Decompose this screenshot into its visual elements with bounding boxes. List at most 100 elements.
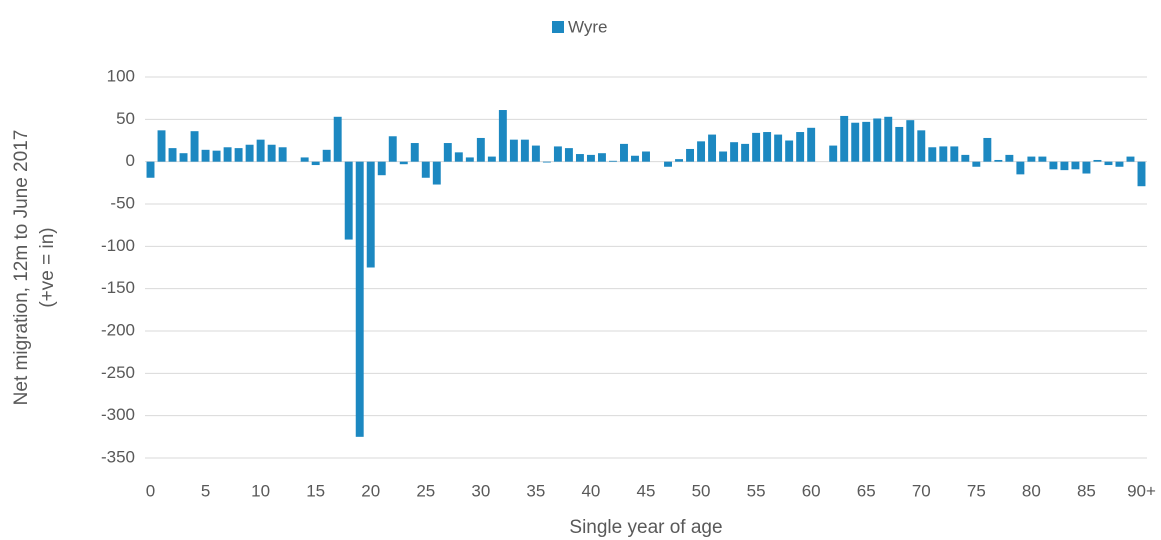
x-tick-label: 85 bbox=[1077, 481, 1096, 500]
x-tick-label: 80 bbox=[1022, 481, 1041, 500]
x-tick-label: 15 bbox=[306, 481, 325, 500]
y-tick-label: -350 bbox=[101, 447, 135, 466]
bar bbox=[1071, 161, 1080, 170]
bar bbox=[212, 150, 221, 162]
bar bbox=[620, 143, 628, 162]
x-tick-label: 0 bbox=[146, 481, 155, 500]
bar bbox=[1049, 161, 1058, 170]
bar bbox=[366, 161, 375, 268]
bar bbox=[487, 156, 496, 162]
bar bbox=[267, 144, 276, 162]
bar bbox=[972, 161, 981, 167]
bar bbox=[796, 132, 805, 162]
bar bbox=[146, 161, 155, 178]
bar bbox=[829, 145, 838, 162]
bar bbox=[642, 151, 650, 162]
bar bbox=[763, 132, 772, 162]
bar bbox=[520, 139, 529, 162]
y-axis-title: Net migration, 12m to June 2017 bbox=[11, 130, 32, 406]
bar bbox=[597, 153, 606, 162]
x-tick-label: 40 bbox=[581, 481, 600, 500]
legend-swatch bbox=[552, 21, 564, 33]
x-axis-title: Single year of age bbox=[569, 517, 722, 538]
bar bbox=[300, 157, 309, 162]
bar bbox=[983, 137, 992, 162]
bar bbox=[1060, 161, 1069, 171]
bar bbox=[719, 151, 728, 162]
bar bbox=[465, 157, 474, 162]
bar bbox=[1137, 161, 1146, 187]
bar bbox=[399, 161, 408, 165]
bar bbox=[708, 134, 717, 162]
bar bbox=[575, 154, 584, 162]
x-tick-label: 25 bbox=[416, 481, 435, 500]
bar bbox=[686, 148, 695, 162]
bar bbox=[1016, 161, 1025, 175]
bar bbox=[410, 143, 419, 162]
bar bbox=[1126, 156, 1135, 162]
x-tick-label: 5 bbox=[201, 481, 210, 500]
bar bbox=[884, 116, 893, 162]
bar bbox=[785, 140, 794, 162]
x-tick-label: 10 bbox=[251, 481, 270, 500]
bar bbox=[950, 146, 959, 162]
y-tick-label: 100 bbox=[107, 66, 135, 85]
x-tick-label: 75 bbox=[967, 481, 986, 500]
bar bbox=[961, 154, 970, 162]
x-tick-label: 45 bbox=[637, 481, 656, 500]
y-tick-label: -250 bbox=[101, 363, 135, 382]
bar bbox=[994, 159, 1003, 162]
bar bbox=[234, 148, 243, 162]
bar bbox=[476, 137, 485, 162]
bar bbox=[278, 147, 287, 162]
y-axis-title: (+ve = in) bbox=[37, 227, 58, 307]
bar bbox=[741, 143, 750, 162]
bar bbox=[245, 144, 254, 162]
x-tick-label: 90+ bbox=[1127, 481, 1156, 500]
x-tick-label: 65 bbox=[857, 481, 876, 500]
bar bbox=[432, 161, 441, 185]
y-tick-label: 50 bbox=[116, 109, 135, 128]
bar bbox=[454, 152, 463, 162]
bar bbox=[851, 122, 860, 162]
y-tick-label: -50 bbox=[110, 193, 135, 212]
bar bbox=[157, 130, 166, 162]
y-tick-label: -150 bbox=[101, 278, 135, 297]
bar bbox=[1082, 161, 1091, 174]
bar bbox=[774, 134, 783, 162]
bar bbox=[906, 120, 915, 162]
bar bbox=[1038, 156, 1047, 162]
bar bbox=[631, 155, 639, 162]
bar bbox=[1104, 161, 1113, 166]
bar bbox=[1093, 159, 1102, 162]
x-tick-label: 60 bbox=[802, 481, 821, 500]
bar bbox=[256, 139, 265, 162]
bar bbox=[542, 161, 551, 163]
bar bbox=[553, 146, 562, 162]
y-tick-label: 0 bbox=[126, 151, 135, 170]
bar bbox=[1005, 154, 1014, 162]
x-tick-label: 50 bbox=[692, 481, 711, 500]
x-tick-label: 35 bbox=[526, 481, 545, 500]
bar bbox=[840, 115, 849, 162]
bar bbox=[928, 147, 937, 162]
bar bbox=[1115, 161, 1124, 167]
x-tick-label: 30 bbox=[471, 481, 490, 500]
y-tick-label: -200 bbox=[101, 320, 135, 339]
bar bbox=[609, 160, 617, 162]
bar bbox=[752, 132, 761, 162]
bar bbox=[421, 161, 430, 178]
bar bbox=[190, 131, 199, 162]
bar bbox=[179, 153, 188, 162]
bar bbox=[509, 139, 518, 162]
bar bbox=[322, 149, 331, 162]
bar bbox=[664, 161, 672, 167]
bar bbox=[895, 126, 904, 162]
bar bbox=[564, 148, 573, 162]
bar bbox=[388, 136, 397, 162]
bar bbox=[498, 110, 507, 162]
bar bbox=[862, 121, 871, 162]
x-tick-label: 20 bbox=[361, 481, 380, 500]
legend-label: Wyre bbox=[568, 17, 608, 36]
bar bbox=[939, 146, 948, 162]
